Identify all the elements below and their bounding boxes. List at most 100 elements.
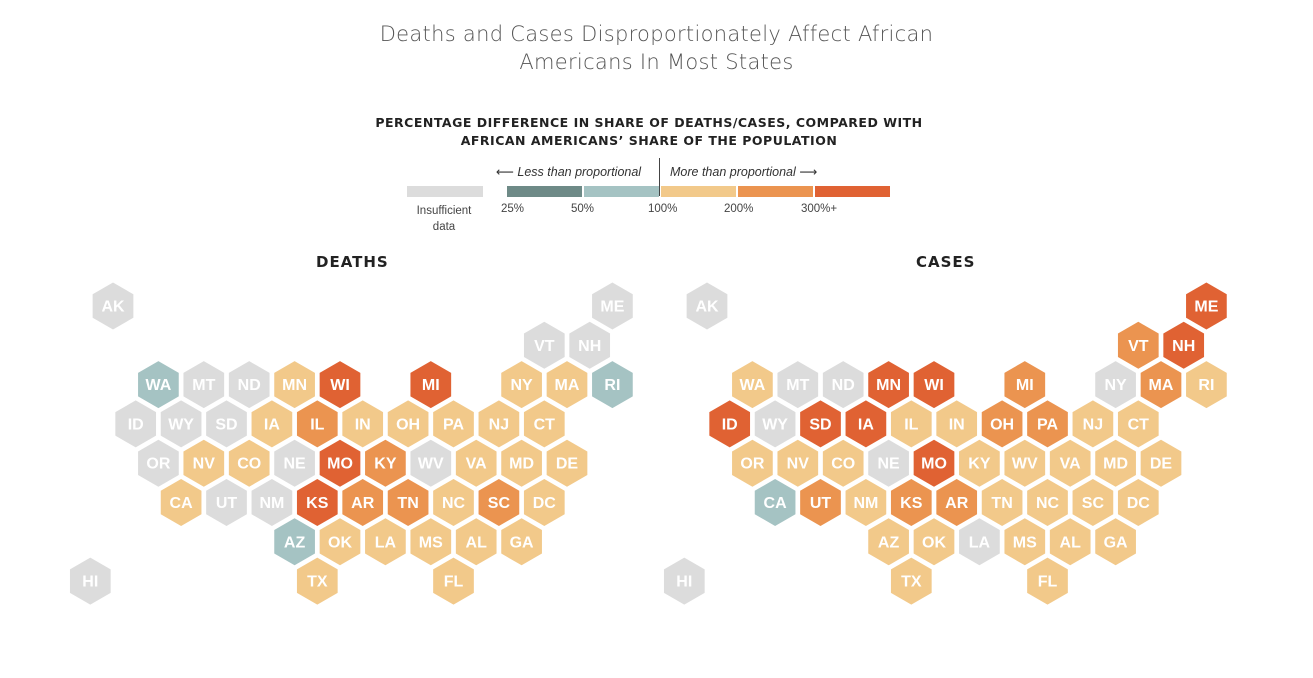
state-label: GA xyxy=(510,534,534,551)
state-hex-shape xyxy=(410,439,452,487)
legend-more-label: More than proportional ⟶ xyxy=(670,165,818,179)
state-label: MN xyxy=(876,377,901,394)
state-label: MA xyxy=(1149,377,1174,394)
state-hex-shape xyxy=(183,361,225,409)
state-label: WA xyxy=(740,377,766,394)
state-hex-shape xyxy=(1095,439,1136,487)
state-label: WA xyxy=(146,377,172,394)
state-label: SC xyxy=(1082,495,1105,512)
state-hex-oh: OH xyxy=(981,400,1023,448)
legend-swatch-200 xyxy=(738,186,813,197)
state-hex-ga: GA xyxy=(1095,518,1136,566)
state-label: FL xyxy=(1038,574,1058,591)
state-hex-pa: PA xyxy=(1027,400,1068,448)
title-line-2: Americans In Most States xyxy=(519,50,794,74)
state-label: NY xyxy=(510,377,533,394)
state-hex-mn: MN xyxy=(868,361,909,409)
state-label: AL xyxy=(466,534,488,551)
state-hex-shape xyxy=(663,557,705,605)
state-label: NC xyxy=(1036,495,1060,512)
state-label: MT xyxy=(786,377,809,394)
state-hex-shape xyxy=(1186,361,1227,409)
chart-title: Deaths and Cases Disproportionately Affe… xyxy=(0,20,1313,76)
state-label: ME xyxy=(600,299,624,316)
state-label: OK xyxy=(922,534,946,551)
state-label: CT xyxy=(534,416,556,433)
state-hex-nj: NJ xyxy=(478,400,520,448)
deaths-map-title: DEATHS xyxy=(316,253,389,271)
cases-map-title: CASES xyxy=(916,253,976,271)
state-hex-va: VA xyxy=(455,439,497,487)
state-hex-shape xyxy=(228,361,270,409)
state-hex-va: VA xyxy=(1049,439,1091,487)
state-label: KY xyxy=(968,456,991,473)
legend-tick-25: 25% xyxy=(501,203,525,215)
state-hex-shape xyxy=(69,557,111,605)
state-hex-ks: KS xyxy=(890,479,932,526)
state-hex-wy: WY xyxy=(754,400,796,448)
state-label: AR xyxy=(351,495,375,512)
state-hex-ms: MS xyxy=(410,518,452,566)
state-hex-vt: VT xyxy=(523,321,565,369)
state-hex-ct: CT xyxy=(1117,400,1159,448)
state-label: NE xyxy=(877,456,900,473)
state-hex-shape xyxy=(800,479,841,526)
state-hex-az: AZ xyxy=(274,518,315,566)
state-hex-shape xyxy=(709,400,751,448)
state-hex-shape xyxy=(822,361,864,409)
state-hex-ne: NE xyxy=(274,439,315,487)
title-line-1: Deaths and Cases Disproportionately Affe… xyxy=(379,22,934,46)
state-label: MD xyxy=(509,456,534,473)
state-hex-shape xyxy=(183,439,225,487)
state-label: NC xyxy=(442,495,466,512)
legend-swatch-insufficient xyxy=(407,186,483,197)
legend-title: PERCENTAGE DIFFERENCE IN SHARE OF DEATHS… xyxy=(0,114,1298,150)
state-hex-or: OR xyxy=(732,439,773,487)
state-hex-shape xyxy=(1140,361,1182,409)
legend-swatch-100 xyxy=(661,186,736,197)
state-label: CA xyxy=(170,495,194,512)
state-label: CO xyxy=(831,456,855,473)
state-hex-wv: WV xyxy=(410,439,452,487)
state-hex-shape xyxy=(274,439,315,487)
state-hex-tn: TN xyxy=(387,479,429,526)
state-hex-shape xyxy=(868,439,909,487)
state-label: WY xyxy=(762,416,788,433)
state-hex-shape xyxy=(754,400,796,448)
deaths-hex-map: AK ME VT NH WA MT ND MN WI MI NY MA RI ID WY SD IA IL IN OH… xyxy=(69,282,633,605)
state-label: ND xyxy=(832,377,855,394)
state-label: MO xyxy=(921,456,947,473)
state-label: NM xyxy=(259,495,284,512)
state-hex-shape xyxy=(913,361,955,409)
state-label: IN xyxy=(949,416,965,433)
state-label: IN xyxy=(355,416,371,433)
state-label: OH xyxy=(396,416,420,433)
state-hex-ny: NY xyxy=(1095,361,1136,409)
state-hex-shape xyxy=(501,439,542,487)
state-hex-shape xyxy=(319,518,361,566)
state-label: WI xyxy=(924,377,944,394)
state-label: NH xyxy=(1172,338,1195,355)
state-hex-shape xyxy=(868,361,909,409)
state-hex-shape xyxy=(754,479,796,526)
state-hex-shape xyxy=(296,400,338,448)
state-hex-shape xyxy=(777,439,819,487)
state-label: KS xyxy=(900,495,923,512)
legend-tick-300: 300%+ xyxy=(801,203,838,215)
state-hex-shape xyxy=(1004,518,1046,566)
state-label: GA xyxy=(1104,534,1128,551)
state-hex-shape xyxy=(981,479,1023,526)
state-hex-shape xyxy=(845,479,887,526)
state-hex-shape xyxy=(1027,400,1068,448)
state-hex-ct: CT xyxy=(523,400,565,448)
state-hex-de: DE xyxy=(546,439,588,487)
state-hex-shape xyxy=(1186,282,1227,330)
state-hex-shape xyxy=(1117,400,1159,448)
state-hex-ca: CA xyxy=(160,479,202,526)
state-label: CO xyxy=(237,456,261,473)
state-hex-sc: SC xyxy=(1072,479,1114,526)
state-hex-shape xyxy=(1027,557,1068,605)
state-hex-dc: DC xyxy=(1117,479,1159,526)
legend-tick-50: 50% xyxy=(571,203,595,215)
state-label: HI xyxy=(676,574,692,591)
